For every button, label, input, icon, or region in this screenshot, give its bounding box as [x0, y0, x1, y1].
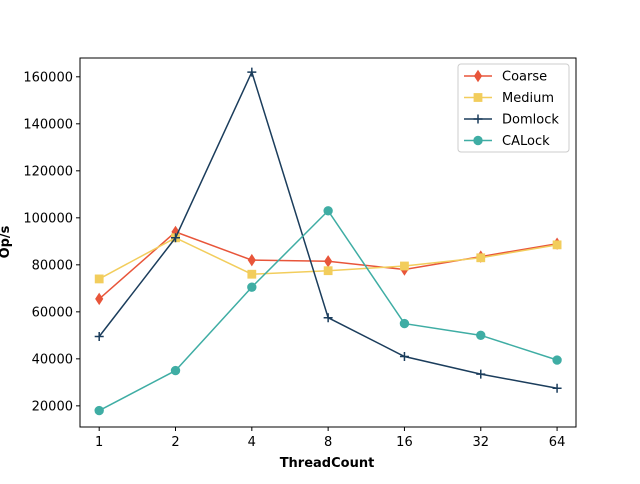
x-axis-title: ThreadCount — [280, 456, 375, 471]
legend-label-coarse: Coarse — [502, 70, 547, 85]
data-point-calock — [552, 355, 562, 365]
data-point-calock — [94, 405, 104, 416]
y-tick-label: 120000 — [23, 164, 73, 179]
y-tick-label: 40000 — [32, 352, 73, 367]
legend-item-coarse: Coarse — [464, 70, 547, 85]
data-point-coarse — [95, 292, 104, 306]
legend-label-medium: Medium — [502, 91, 554, 106]
data-point-domlock — [552, 383, 562, 393]
y-axis: 20000 40000 60000 80000 100000 120000 140000 16… — [23, 70, 80, 414]
legend-box — [457, 63, 570, 153]
data-point-medium — [323, 266, 333, 276]
data-point-medium — [476, 253, 486, 263]
y-tick-label: 20000 — [32, 399, 73, 414]
legend: Coarse Medium Domlock CALock — [457, 63, 570, 153]
y-tick-label: 60000 — [32, 305, 73, 320]
legend-item-domlock: Domlock — [464, 113, 559, 128]
y-tick-label: 100000 — [23, 211, 73, 226]
x-tick-label: 4 — [248, 435, 256, 450]
series-layer — [94, 67, 562, 416]
x-axis: 1 2 4 8 16 32 64 — [95, 427, 565, 450]
x-tick-label: 64 — [549, 435, 566, 450]
data-point-medium — [552, 240, 562, 250]
data-point-domlock — [94, 332, 104, 342]
series-domlock — [94, 67, 562, 393]
data-point-calock — [170, 365, 181, 376]
data-point-domlock — [399, 351, 409, 361]
data-point-medium — [400, 261, 409, 271]
y-axis-title: Op/s — [0, 225, 13, 258]
data-point-coarse — [247, 253, 256, 267]
legend-marker-medium — [473, 93, 483, 102]
legend-item-medium: Medium — [464, 91, 554, 106]
y-tick-label: 140000 — [23, 117, 73, 132]
x-tick-label: 16 — [396, 435, 413, 450]
x-tick-label: 8 — [324, 435, 332, 450]
legend-marker-calock — [473, 135, 483, 146]
legend-marker-domlock — [473, 114, 483, 124]
legend-label-domlock: Domlock — [502, 113, 559, 128]
x-tick-label: 32 — [472, 435, 489, 450]
data-point-domlock — [247, 67, 257, 77]
data-point-calock — [476, 330, 486, 341]
y-tick-label: 80000 — [32, 258, 73, 273]
data-point-medium — [247, 269, 257, 279]
data-point-domlock — [171, 233, 181, 243]
data-point-domlock — [476, 369, 486, 379]
x-tick-label: 2 — [171, 435, 179, 450]
legend-item-calock: CALock — [464, 134, 550, 149]
legend-label-calock: CALock — [502, 134, 550, 149]
legend-marker-coarse — [473, 69, 483, 83]
y-tick-label: 160000 — [23, 70, 73, 85]
data-point-calock — [247, 282, 257, 292]
data-point-calock — [399, 318, 410, 329]
x-tick-label: 1 — [95, 435, 103, 450]
series-calock — [94, 206, 562, 416]
data-point-domlock — [323, 313, 333, 323]
data-point-calock — [323, 206, 333, 216]
data-point-medium — [94, 274, 104, 284]
